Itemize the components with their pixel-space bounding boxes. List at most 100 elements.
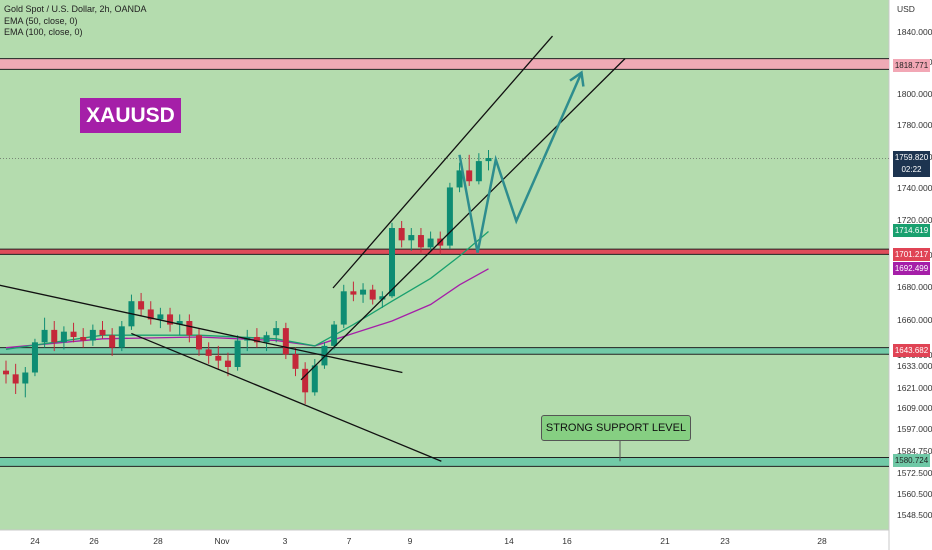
price-axis-tick: 1840.000 (897, 27, 932, 37)
candle-body (369, 289, 376, 300)
candle-body (147, 309, 154, 320)
candle-body (408, 235, 415, 241)
candle-body (302, 368, 309, 393)
price-tag: 1701.217 (893, 247, 930, 261)
time-axis-tick: 14 (504, 536, 514, 546)
candle-body (350, 291, 357, 295)
candle-body (157, 314, 164, 320)
price-tag: 1643.682 (893, 343, 930, 357)
candle-body (60, 331, 67, 343)
price-axis-tick: 1572.500 (897, 468, 932, 478)
time-axis-tick: 7 (346, 536, 352, 546)
projection-arrowhead (569, 70, 585, 87)
time-axis-tick: 28 (817, 536, 827, 546)
candle-body (138, 301, 145, 310)
ema100-legend: EMA (100, close, 0) (4, 27, 83, 37)
price-tag: 1580.724 (893, 453, 930, 467)
candle-body (3, 370, 9, 375)
price-axis-tick: 1740.000 (897, 183, 932, 193)
candle-body (273, 328, 280, 336)
candle-body (186, 321, 193, 336)
candle-body (51, 329, 58, 343)
price-tag: 1818.771 (893, 58, 930, 72)
zone-support (0, 347, 889, 355)
candle-body (80, 336, 87, 341)
candle-body (89, 329, 96, 341)
candle-body (253, 336, 260, 343)
time-axis-background (0, 530, 889, 550)
support-callout: STRONG SUPPORT LEVEL (541, 415, 691, 441)
candle-body (99, 329, 106, 336)
candle-body (446, 187, 453, 246)
candle-body (196, 335, 202, 350)
candle-body (234, 340, 241, 367)
candle-body (360, 289, 367, 295)
candle-body (70, 331, 77, 337)
candles-layer (3, 150, 492, 404)
price-tag: 1692.499 (893, 261, 930, 275)
candle-body (292, 354, 299, 369)
price-axis-tick: 1660.000 (897, 315, 932, 325)
time-axis-tick: 9 (407, 536, 413, 546)
ema50-legend: EMA (50, close, 0) (4, 15, 78, 26)
projection-layer (458, 70, 585, 253)
candle-body (475, 161, 482, 182)
candle-body (311, 365, 318, 393)
projection-path (458, 72, 583, 253)
symbol-badge: XAUUSD (80, 98, 181, 133)
price-axis-tick: 1800.000 (897, 89, 932, 99)
currency-label: USD (897, 4, 915, 14)
candle-body (118, 326, 125, 348)
price-axis-tick: 1680.000 (897, 282, 932, 292)
candle-body (466, 170, 473, 182)
price-axis-tick: 1560.500 (897, 489, 932, 499)
time-axis-tick: 3 (282, 536, 288, 546)
candle-body (12, 374, 19, 384)
candle-body (215, 355, 222, 361)
candle-body (167, 314, 174, 325)
trendline-channel-lower (300, 58, 626, 381)
candle-body (176, 321, 183, 325)
time-axis-tick: 23 (720, 536, 730, 546)
zones-layer (0, 58, 889, 467)
candle-body (263, 335, 270, 343)
trendline-descending-upper (0, 284, 403, 374)
candle-body (22, 372, 29, 384)
time-axis-tick: 24 (30, 536, 40, 546)
time-axis-tick: 16 (562, 536, 572, 546)
candle-body (282, 328, 289, 355)
time-axis-tick: 21 (660, 536, 670, 546)
chart-legend: Gold Spot / U.S. Dollar, 2h, OANDA EMA (… (4, 4, 147, 39)
price-axis-tick: 1548.500 (897, 510, 932, 520)
price-axis-tick: 1597.000 (897, 424, 932, 434)
price-axis-tick: 1720.000 (897, 215, 932, 225)
candle-body (109, 335, 116, 348)
candle-body (205, 349, 212, 356)
candle-body (331, 324, 338, 346)
time-axis-tick: 28 (153, 536, 163, 546)
trendline-descending-lower (131, 332, 442, 462)
live-price-countdown: 02:22 (901, 165, 922, 174)
instrument-title: Gold Spot / U.S. Dollar, 2h, OANDA (4, 4, 147, 14)
candle-body (389, 228, 395, 297)
trendline-channel-upper (332, 35, 553, 289)
candle-body (456, 170, 463, 188)
candle-body (31, 342, 38, 373)
candle-body (398, 228, 405, 241)
live-price-tag: 1759.820 02:22 (893, 151, 930, 177)
zone-support (0, 249, 889, 255)
live-price-value: 1759.820 (894, 153, 929, 162)
price-axis-tick: 1609.000 (897, 403, 932, 413)
price-tag: 1714.619 (893, 223, 930, 237)
price-axis-tick: 1584.750 (897, 446, 932, 456)
candle-body (379, 296, 386, 300)
time-axis-tick: 26 (89, 536, 99, 546)
candle-body (427, 238, 434, 248)
price-axis-tick: 1780.000 (897, 120, 932, 130)
time-axis-tick: Nov (214, 536, 230, 546)
trendlines-layer (0, 35, 626, 462)
price-axis-tick: 1633.000 (897, 361, 932, 371)
candle-body (41, 329, 48, 343)
zone-resistance (0, 58, 889, 70)
